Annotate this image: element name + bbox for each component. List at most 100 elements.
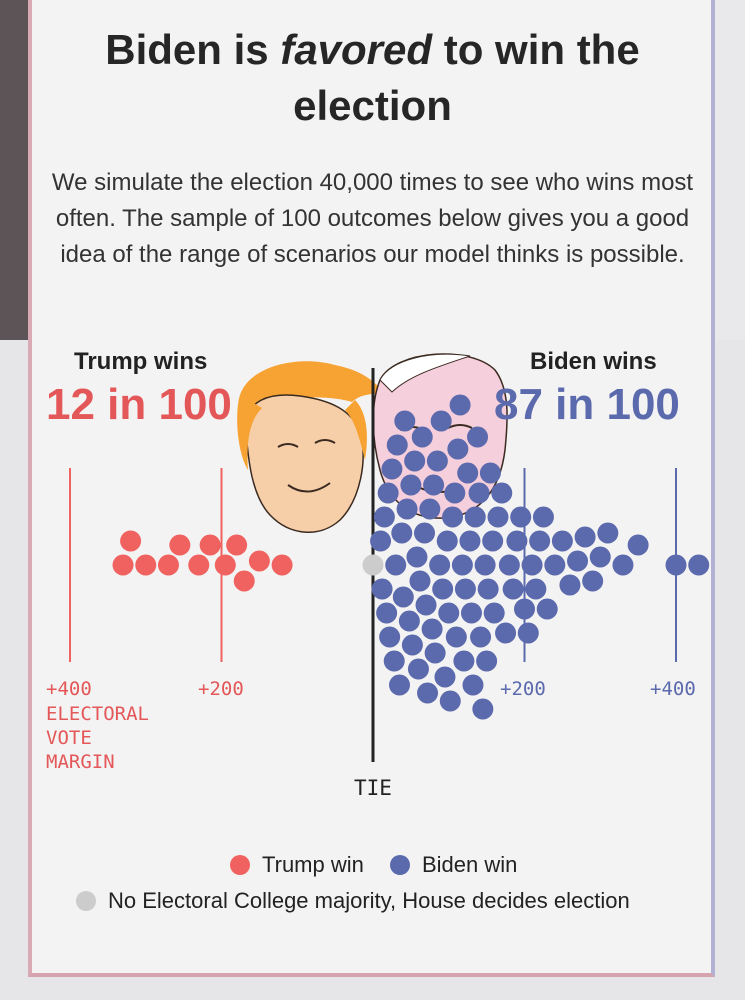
biden-outcome-dot bbox=[460, 602, 482, 624]
biden-outcome-dot bbox=[498, 554, 520, 576]
biden-outcome-dot bbox=[445, 626, 467, 648]
biden-outcome-dot bbox=[479, 462, 501, 484]
biden-outcome-dot bbox=[401, 634, 423, 656]
biden-outcome-dot bbox=[483, 602, 505, 624]
biden-outcome-dot bbox=[407, 658, 429, 680]
biden-outcome-dot bbox=[376, 602, 398, 624]
biden-outcome-dot bbox=[477, 578, 499, 600]
biden-outcome-dot bbox=[612, 554, 634, 576]
biden-outcome-dot bbox=[597, 522, 619, 544]
legend-trump-label: Trump win bbox=[262, 852, 364, 877]
biden-outcome-dot bbox=[627, 534, 649, 556]
biden-outcome-dot bbox=[510, 506, 532, 528]
legend-no-majority: No Electoral College majority, House dec… bbox=[76, 888, 630, 914]
biden-outcome-dot bbox=[447, 438, 469, 460]
tick-trump-200: +200 bbox=[198, 678, 244, 700]
biden-outcome-dot bbox=[551, 530, 573, 552]
biden-outcome-dot bbox=[589, 546, 611, 568]
biden-outcome-dot bbox=[392, 586, 414, 608]
biden-outcome-dot bbox=[567, 550, 589, 572]
biden-outcome-dot bbox=[439, 690, 461, 712]
trump-outcome-dot bbox=[112, 554, 134, 576]
trump-odds: 12 in 100 bbox=[46, 380, 232, 429]
biden-outcome-dot bbox=[502, 578, 524, 600]
legend-biden: Biden win bbox=[390, 852, 517, 878]
biden-outcome-dot bbox=[417, 682, 439, 704]
biden-outcome-dot bbox=[559, 574, 581, 596]
biden-outcome-dot bbox=[517, 622, 539, 644]
biden-outcome-dot bbox=[582, 570, 604, 592]
biden-outcome-dot bbox=[467, 426, 489, 448]
biden-outcome-dot bbox=[474, 554, 496, 576]
biden-outcome-dot bbox=[370, 530, 392, 552]
trump-outcome-dot bbox=[157, 554, 179, 576]
biden-outcome-dot bbox=[381, 458, 403, 480]
biden-outcome-dot bbox=[421, 618, 443, 640]
biden-outcome-dot bbox=[665, 554, 687, 576]
biden-outcome-dot bbox=[521, 554, 543, 576]
biden-outcome-dot bbox=[396, 498, 418, 520]
trump-outcome-dot bbox=[233, 570, 255, 592]
trump-outcome-dot bbox=[199, 534, 221, 556]
biden-outcome-dot bbox=[419, 498, 441, 520]
biden-outcome-dot bbox=[459, 530, 481, 552]
biden-outcome-dot bbox=[406, 546, 428, 568]
biden-outcome-dot bbox=[411, 426, 433, 448]
biden-outcome-dot bbox=[429, 554, 451, 576]
biden-outcome-dot bbox=[424, 642, 446, 664]
trump-outcome-dot bbox=[214, 554, 236, 576]
page-title: Biden is favored to win the election bbox=[40, 22, 705, 134]
biden-outcome-dot bbox=[536, 598, 558, 620]
biden-outcome-dot bbox=[391, 522, 413, 544]
outcome-dots bbox=[112, 394, 710, 720]
biden-odds: 87 in 100 bbox=[494, 380, 680, 429]
biden-outcome-dot bbox=[415, 594, 437, 616]
biden-outcome-dot bbox=[491, 482, 513, 504]
biden-outcome-dot bbox=[462, 674, 484, 696]
biden-outcome-dot bbox=[404, 450, 426, 472]
subtitle: We simulate the election 40,000 times to… bbox=[51, 169, 694, 268]
biden-outcome-dot bbox=[453, 650, 475, 672]
trump-outcome-dot bbox=[188, 554, 210, 576]
biden-outcome-dot bbox=[400, 474, 422, 496]
biden-outcome-dot bbox=[525, 578, 547, 600]
biden-outcome-dot bbox=[414, 522, 436, 544]
biden-outcome-dot bbox=[482, 530, 504, 552]
biden-outcome-dot bbox=[371, 578, 393, 600]
biden-outcome-dot bbox=[472, 698, 494, 720]
legend-no-majority-label: No Electoral College majority, House dec… bbox=[108, 888, 630, 913]
title-emphasis: favored bbox=[280, 26, 433, 73]
biden-outcome-dot bbox=[454, 578, 476, 600]
biden-outcome-dot bbox=[430, 410, 452, 432]
title-part-1: Biden is bbox=[105, 26, 269, 73]
biden-outcome-dot bbox=[457, 462, 479, 484]
biden-outcome-dot bbox=[409, 570, 431, 592]
biden-outcome-dot bbox=[438, 602, 460, 624]
biden-outcome-dot bbox=[451, 554, 473, 576]
trump-outcome-dot bbox=[271, 554, 293, 576]
biden-outcome-dot bbox=[385, 554, 407, 576]
biden-outcome-dot bbox=[383, 650, 405, 672]
biden-outcome-dot bbox=[377, 482, 399, 504]
biden-outcome-dot bbox=[506, 530, 528, 552]
biden-wins-label: Biden wins bbox=[530, 348, 657, 375]
trump-wins-label: Trump wins bbox=[74, 348, 208, 375]
biden-outcome-dot bbox=[464, 506, 486, 528]
biden-outcome-dot bbox=[423, 474, 445, 496]
biden-outcome-dot bbox=[398, 610, 420, 632]
biden-outcome-dot bbox=[373, 506, 395, 528]
biden-outcome-dot bbox=[442, 506, 464, 528]
legend-trump: Trump win bbox=[230, 852, 364, 878]
biden-outcome-dot bbox=[470, 626, 492, 648]
biden-outcome-dot bbox=[432, 578, 454, 600]
tick-biden-200: +200 bbox=[500, 678, 546, 700]
tie-label: TIE bbox=[354, 776, 392, 800]
biden-outcome-dot bbox=[495, 622, 517, 644]
biden-outcome-dot bbox=[514, 598, 535, 620]
title-part-2: to win the election bbox=[293, 26, 640, 129]
biden-outcome-dot bbox=[688, 554, 710, 576]
axis-title: ELECTORAL VOTE MARGIN bbox=[46, 702, 149, 774]
trump-outcome-dot bbox=[226, 534, 248, 556]
biden-outcome-dot bbox=[436, 530, 458, 552]
